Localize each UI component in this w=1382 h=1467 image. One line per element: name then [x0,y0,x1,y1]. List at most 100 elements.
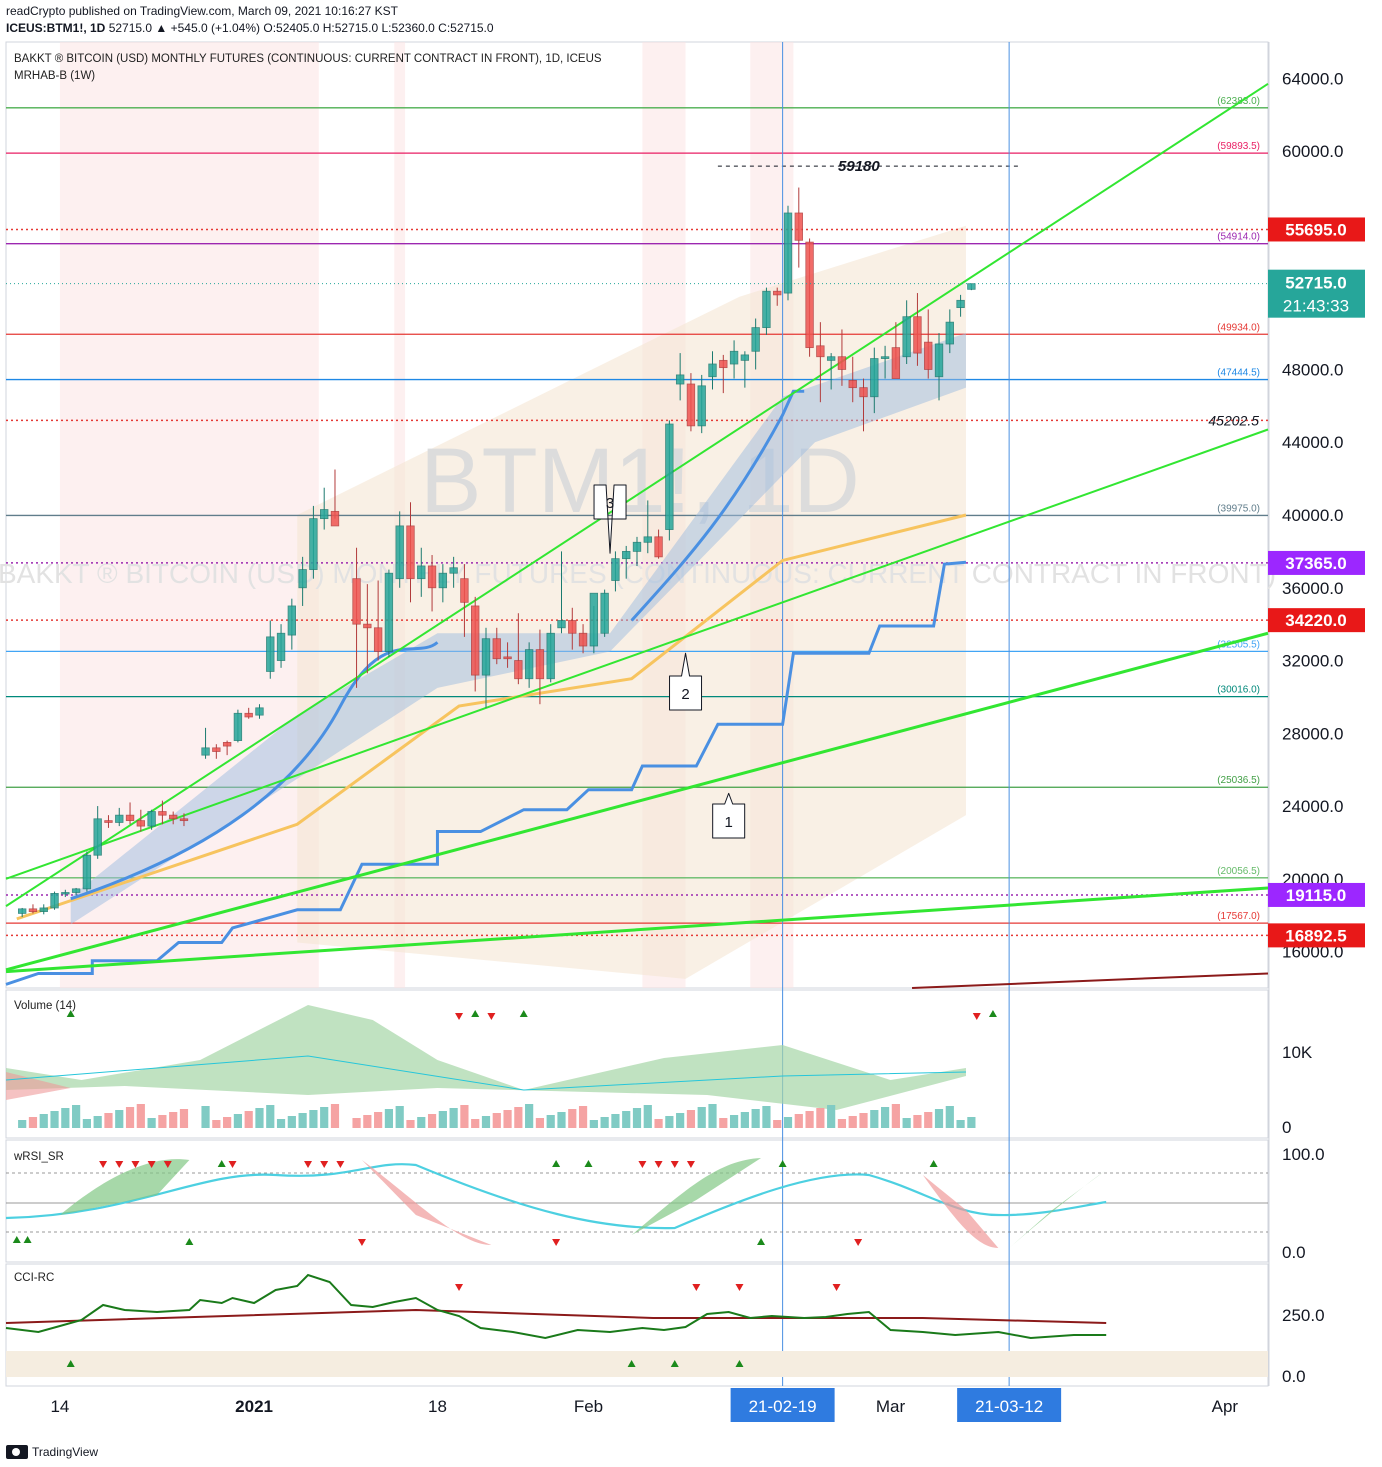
date-tick-label: 2021 [235,1397,273,1416]
volume-signal-arrow [519,1010,528,1017]
price-tick-label: 28000.0 [1282,724,1343,743]
volume-bar [967,1117,976,1128]
level-badge [1268,882,1365,907]
publish-info: readCrypto published on TradingView.com,… [6,4,399,18]
level-badge-label: 16892.5 [1285,926,1346,945]
volume-bar [557,1112,566,1128]
volume-bar [622,1111,631,1128]
symbol-label: ICEUS:BTM1!, 1D [6,21,106,35]
volume-bar [309,1110,318,1128]
candle [104,820,113,823]
tradingview-footer[interactable]: TradingView [6,1445,98,1459]
yellow-ma-line [16,513,967,921]
volume-bar [255,1108,264,1128]
candle [201,747,210,756]
volume-bar [223,1117,232,1128]
wrsi-tick-label: 100.0 [1282,1145,1325,1164]
volume-bar [72,1105,81,1128]
candle [212,747,221,752]
volume-bar [28,1117,38,1128]
level-label: (39975.0) [1217,503,1260,514]
wrsi-signal-arrow [854,1239,863,1246]
candle [406,525,415,580]
cci-signal-arrow [66,1360,75,1367]
candle [665,423,674,530]
volume-bar [179,1109,189,1128]
candle [880,356,890,359]
candle [287,605,297,636]
volume-bar [568,1109,577,1128]
cci-signal-arrow [455,1284,464,1291]
cci-panel-frame [5,1263,1269,1387]
volume-bar [816,1108,825,1128]
volume-bar [859,1113,868,1128]
volume-bar [945,1106,954,1128]
wrsi-line [5,1163,1107,1230]
volume-bar [805,1111,814,1128]
volume-bar [395,1106,404,1128]
wrsi-signal-arrow [686,1161,695,1168]
volume-bar [729,1115,739,1128]
blue-ma-line [630,389,805,622]
volume-bar [287,1116,296,1128]
volume-bar [902,1118,911,1128]
wrsi-signal-arrow [12,1236,21,1243]
candle [729,350,739,365]
volume-bar [266,1105,275,1128]
candle [524,649,534,680]
price-tick-label: 36000.0 [1282,579,1343,598]
candle [395,525,404,580]
date-tick-label: 14 [50,1397,69,1416]
candle [535,649,545,680]
candle [568,620,577,634]
volume-bar [880,1107,890,1128]
volume-cloud [6,1005,966,1110]
cci-tick-label: 250.0 [1282,1306,1325,1325]
level-label: (62383.0) [1217,96,1260,107]
volume-bar [201,1106,210,1128]
volume-bar [708,1104,717,1128]
wrsi-signal-arrow [357,1239,366,1246]
candle [61,892,70,895]
candle [870,358,879,398]
volume-bar [298,1113,307,1128]
volume-bar [471,1119,480,1128]
volume-bar [169,1112,178,1128]
volume-bar [837,1119,847,1128]
candle [697,385,706,427]
wrsi-signal-arrow [929,1160,938,1167]
candle [352,578,361,625]
candle [622,550,631,560]
volume-bar [460,1105,469,1128]
candle [675,374,685,385]
wrsi-signal-arrow [185,1238,194,1245]
date-tick-label: Apr [1212,1397,1239,1416]
level-label: (20056.5) [1217,866,1260,877]
date-badge [730,1388,835,1422]
volume-bar [93,1116,102,1128]
candle [309,518,318,570]
candle [762,290,771,329]
volume-bar [115,1110,124,1128]
peak-annotation: 59180 [838,158,880,175]
candle [93,818,102,856]
wrsi-fill [922,1175,999,1248]
current-price-label: 52715.0 [1285,274,1346,293]
price-tick-label: 24000.0 [1282,797,1343,816]
volume-bar [125,1107,135,1128]
volume-bar [956,1120,965,1128]
volume-bar [61,1108,70,1128]
volume-bar [751,1109,760,1128]
candle [546,632,555,680]
level-badge [1268,608,1365,633]
candle [147,811,156,827]
volume-bar [320,1107,329,1128]
volume-bar [773,1120,782,1128]
cci-signal-arrow [692,1284,701,1291]
candle [514,660,523,680]
step-line [5,560,967,986]
candle [773,290,782,296]
level-label: (17567.0) [1217,911,1260,922]
volume-ma-line [5,1055,966,1091]
